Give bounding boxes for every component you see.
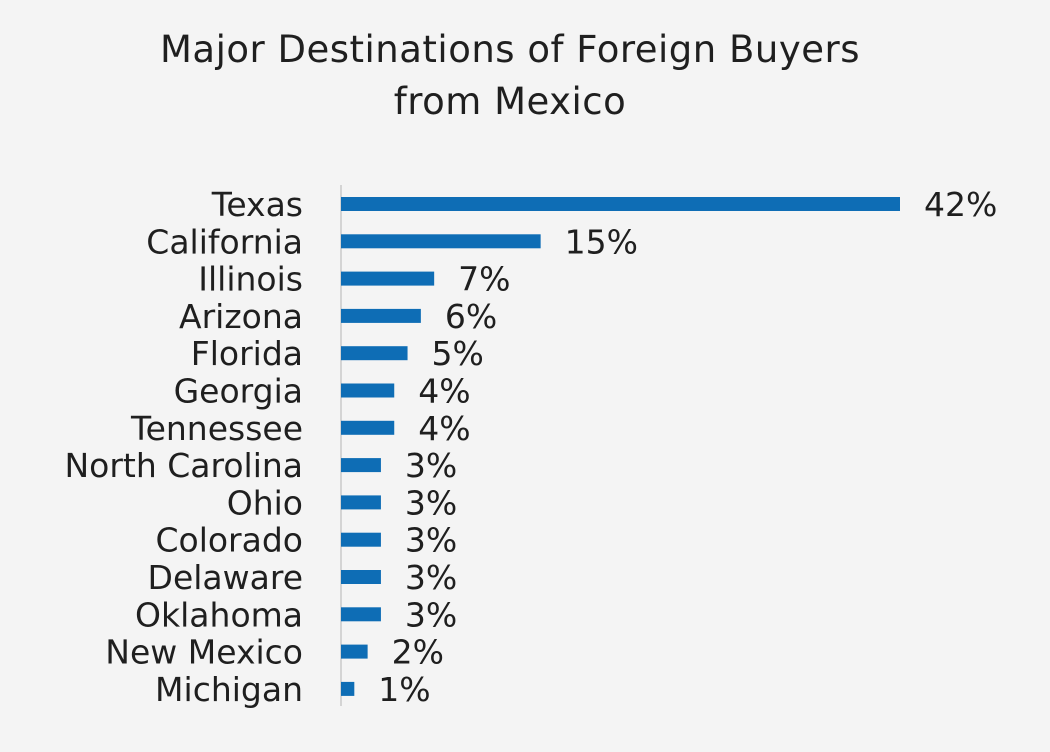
category-label: North Carolina <box>64 446 303 485</box>
data-label: 3% <box>405 521 457 560</box>
bar <box>341 644 368 659</box>
bar <box>341 197 900 211</box>
category-label: New Mexico <box>105 633 303 672</box>
category-label: Michigan <box>155 670 303 709</box>
data-label: 4% <box>418 372 470 411</box>
bar <box>341 346 408 361</box>
data-label: 1% <box>378 670 430 709</box>
category-label: Texas <box>211 185 303 224</box>
data-label: 7% <box>458 260 510 299</box>
data-label: 3% <box>405 446 457 485</box>
data-label: 3% <box>405 558 457 597</box>
bar <box>341 681 355 696</box>
bar <box>341 383 395 398</box>
category-label: Tennessee <box>130 409 303 448</box>
category-label: California <box>146 222 303 261</box>
category-label: Oklahoma <box>135 595 303 634</box>
bar <box>341 271 435 286</box>
data-label: 3% <box>405 595 457 634</box>
category-label: Delaware <box>148 558 303 597</box>
category-label: Florida <box>191 334 303 373</box>
data-label: 4% <box>418 409 470 448</box>
data-label: 42% <box>924 185 997 224</box>
data-label: 3% <box>405 483 457 522</box>
bar <box>341 234 541 249</box>
data-label: 2% <box>392 633 444 672</box>
chart-title-line-2: from Mexico <box>393 80 627 123</box>
bar <box>341 458 381 473</box>
category-label: Colorado <box>155 521 303 560</box>
bar <box>341 607 381 622</box>
data-label: 6% <box>445 297 497 336</box>
category-label: Illinois <box>198 260 303 299</box>
category-label: Georgia <box>174 372 303 411</box>
bar <box>341 532 381 547</box>
data-label: 15% <box>565 222 638 261</box>
category-label: Ohio <box>227 483 303 522</box>
bar <box>341 570 381 584</box>
bar <box>341 420 395 435</box>
chart-title-line-1: Major Destinations of Foreign Buyers <box>160 28 860 71</box>
bar <box>341 308 421 323</box>
bar <box>341 495 381 510</box>
category-label: Arizona <box>179 297 303 336</box>
data-label: 5% <box>432 334 484 373</box>
